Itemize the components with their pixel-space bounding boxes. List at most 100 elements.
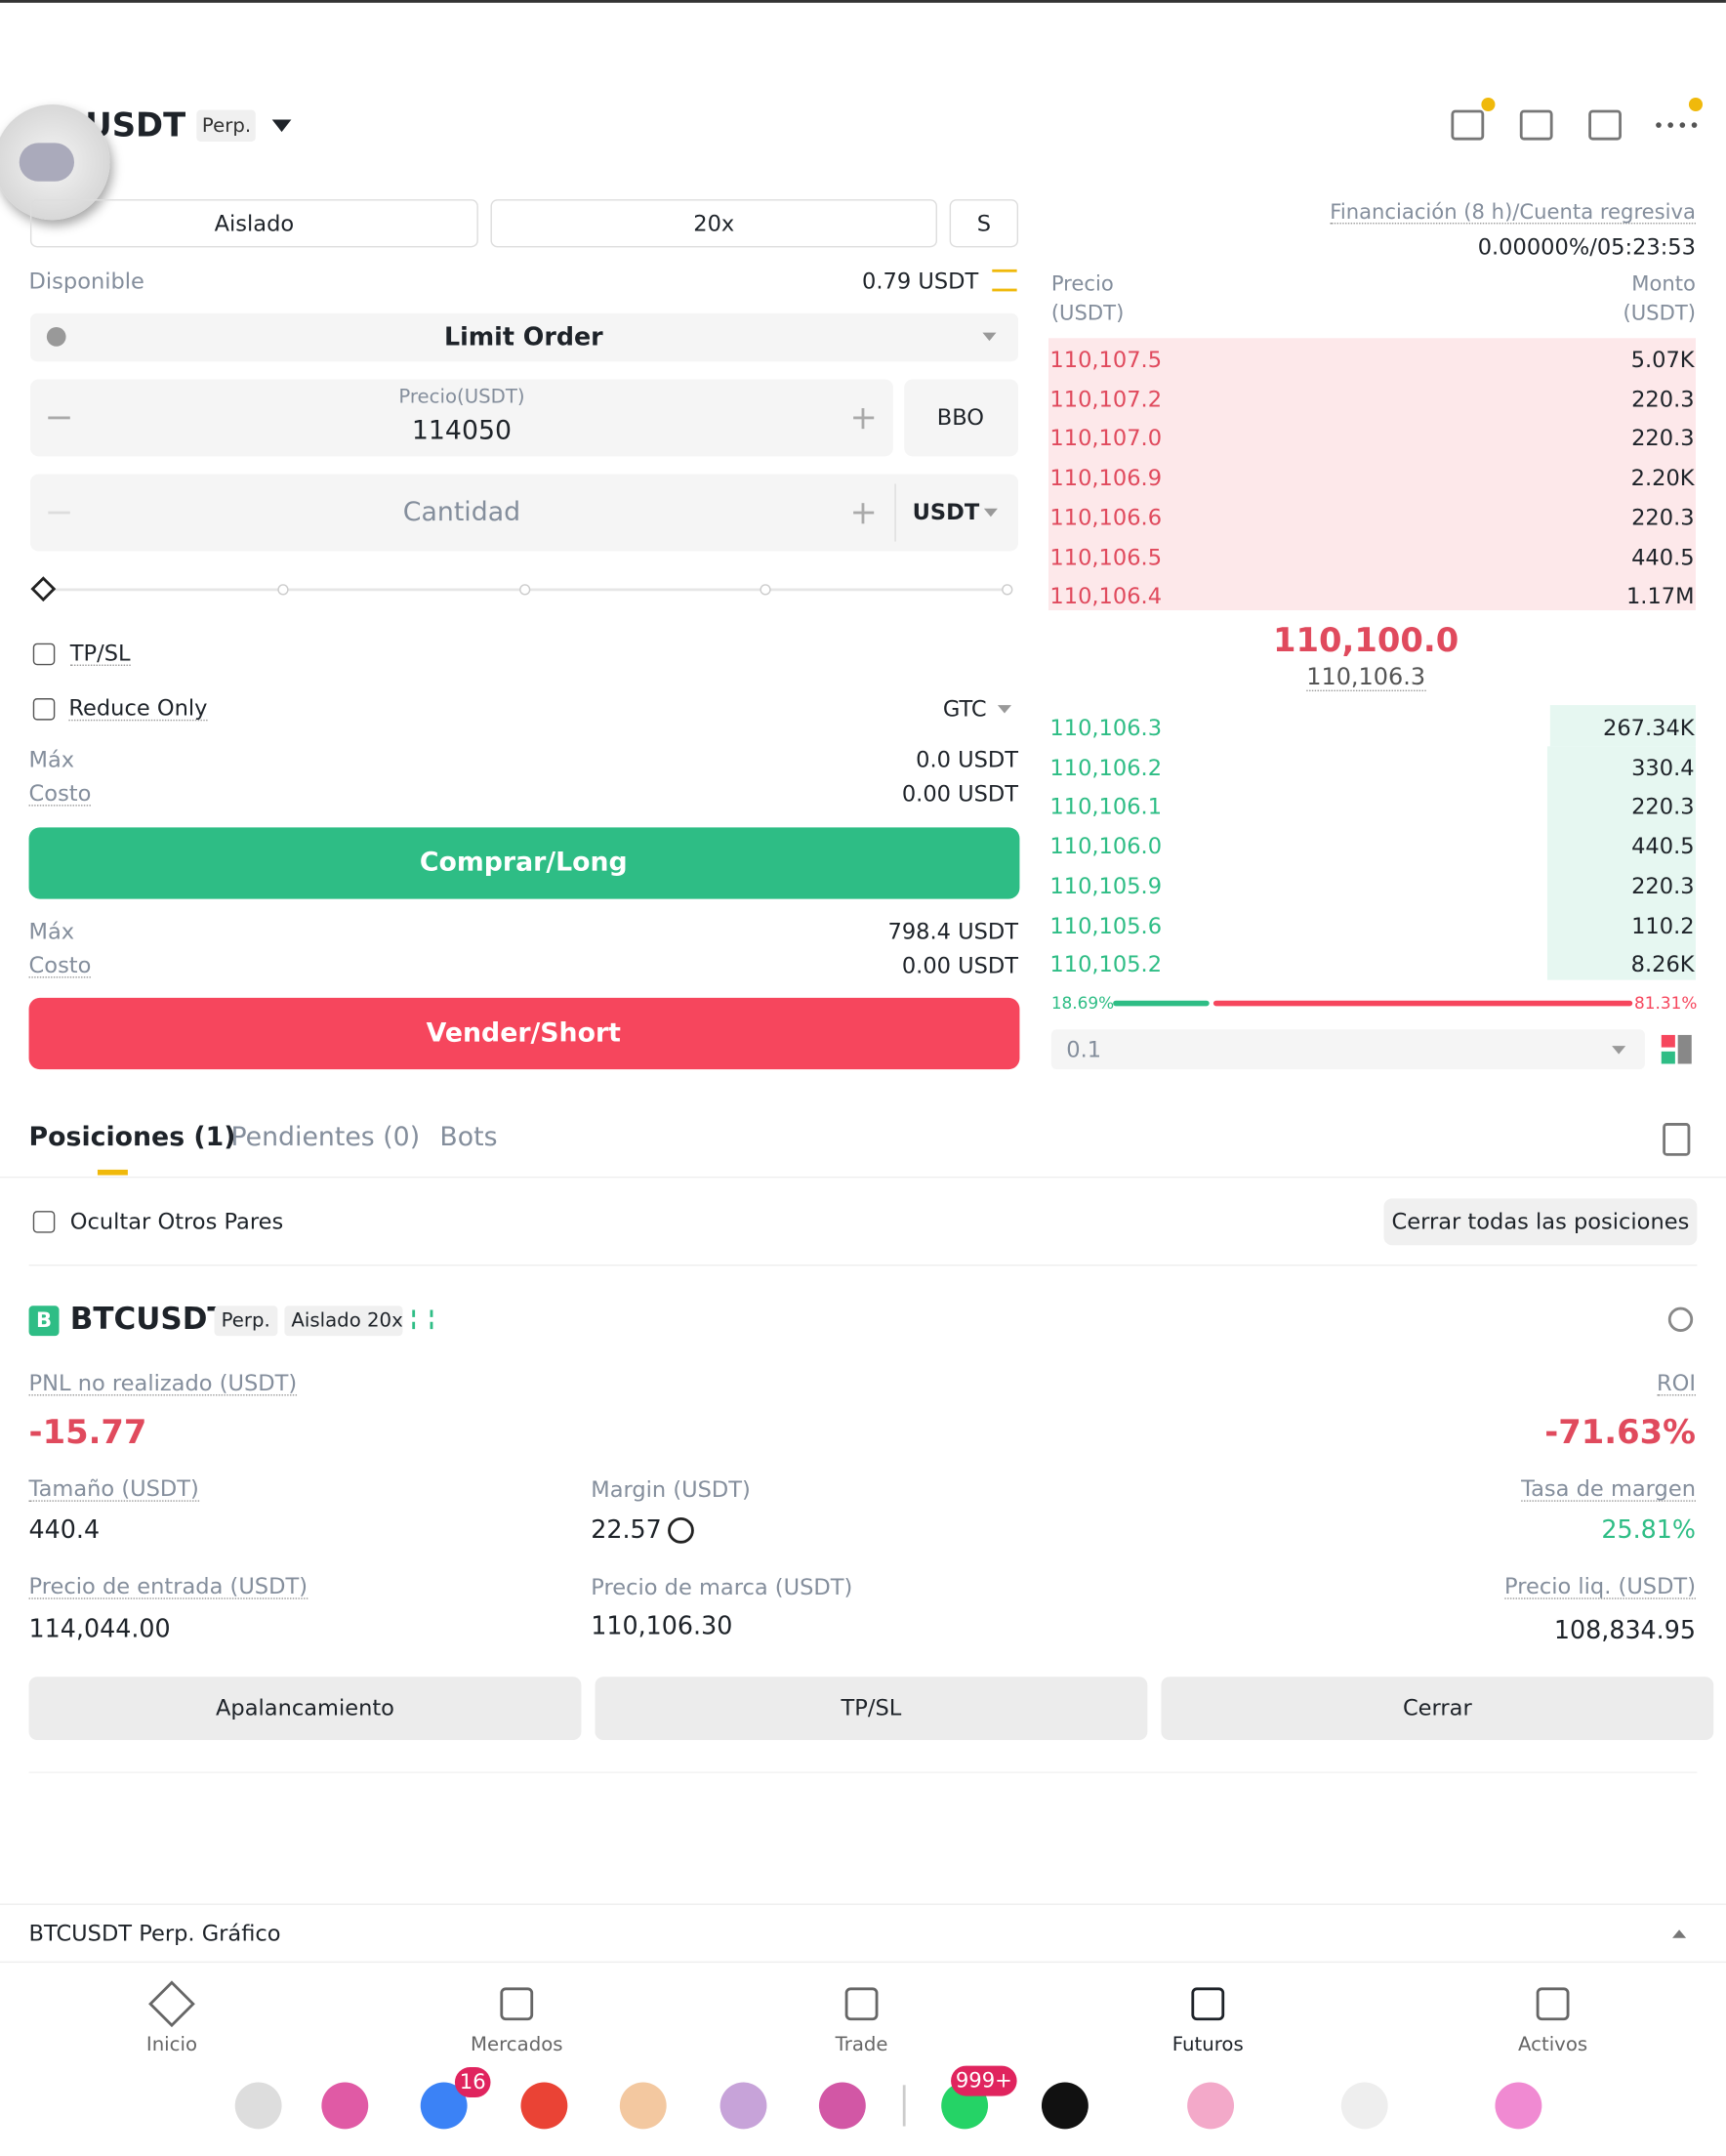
label: 440.4 [28,1515,101,1546]
app-icon[interactable] [1187,2082,1235,2130]
label: 108,834.95 [1553,1616,1696,1645]
label: (USDT) [1623,300,1696,325]
app-icon[interactable] [818,2082,866,2130]
add-margin-icon[interactable] [668,1516,694,1544]
close-all-button[interactable] [1383,1198,1698,1246]
position-button[interactable] [28,1677,582,1741]
tag-bg [284,1306,403,1337]
label: Precio de marca (USDT) [591,1573,853,1600]
label: BTCUSDT [69,1303,228,1338]
nav-label[interactable]: Trade [835,2034,888,2056]
label: 798.4 USDT [887,918,1019,945]
app-icon[interactable] [1495,2082,1542,2130]
position-button[interactable] [595,1677,1148,1741]
dropdown-arrow[interactable] [271,119,292,133]
checkbox[interactable] [32,643,56,666]
tag-bg [214,1306,278,1337]
ask-price: 110,106.9 [1049,464,1163,491]
label: USDT [912,498,980,525]
label[interactable]: TP/SL [841,1694,902,1721]
layout-icon[interactable] [1661,1034,1675,1048]
bbo-button[interactable] [904,379,1019,457]
header-icon[interactable] [1588,109,1622,141]
selector-button[interactable] [490,199,937,248]
checkbox[interactable] [32,1211,56,1233]
history-icon[interactable] [1663,1123,1691,1156]
app-icon[interactable] [520,2082,568,2130]
slider-step [519,584,531,596]
app-icon[interactable] [719,2082,767,2130]
label[interactable]: Apalancamiento [216,1694,394,1721]
label: 81.31% [1633,993,1698,1014]
nav-label[interactable]: Activos [1518,2034,1588,2056]
bid-price: 110,106.3 [1049,714,1163,741]
label: Monto [1631,271,1696,297]
badge-bg [951,2065,1017,2096]
label: 18.69% [1050,993,1115,1014]
bid-amount: 110.2 [1631,911,1695,938]
order-type-select[interactable] [29,312,1019,362]
more-icon[interactable] [1656,122,1698,128]
chat-icon [19,143,75,182]
header-icon[interactable] [1519,109,1553,141]
layout-icon [1661,1051,1675,1064]
slider-thumb[interactable] [30,576,57,602]
bid-price: 110,105.6 [1049,911,1163,938]
bid-amount: 220.3 [1631,793,1695,820]
label: Financiación (8 h)/Cuenta regresiva [1330,199,1696,225]
nav-label[interactable]: Inicio [145,2034,198,2056]
label: TP/SL [69,640,131,666]
label: 25.81% [1601,1515,1696,1546]
label: Cerrar todas las posiciones [1391,1208,1690,1235]
price-input[interactable] [29,379,893,457]
transfer-icon[interactable] [992,269,1017,292]
label: 114050 [411,415,513,446]
tag-bg [196,109,256,142]
app-icon[interactable] [619,2082,667,2130]
app-icon[interactable] [1041,2082,1089,2130]
selector-button[interactable] [949,199,1019,248]
minus [48,416,70,420]
layout-icon [1677,1034,1692,1064]
app-icon[interactable] [321,2082,369,2130]
plus [861,503,865,524]
label: Limit Order [443,322,603,352]
label: Precio de entrada (USDT) [28,1572,308,1599]
nav-icon[interactable] [148,1980,195,2028]
sell-button[interactable] [28,997,1020,1070]
label: -71.63% [1544,1413,1696,1452]
buy-button[interactable] [28,827,1020,899]
tab[interactable]: Bots [439,1122,498,1153]
label: 22.57 [591,1515,662,1546]
app-icon[interactable] [1340,2082,1388,2130]
app-icon[interactable] [234,2082,282,2130]
nav-icon[interactable] [1536,1987,1570,2021]
header-icon[interactable] [1451,109,1485,141]
chart-bar[interactable] [0,1903,1726,1964]
nav-icon[interactable] [844,1987,879,2021]
label: Cantidad [402,496,521,527]
nav-label[interactable]: Futuros [1171,2034,1244,2056]
tab[interactable]: Posiciones (1) [28,1122,236,1153]
selector-button[interactable] [29,199,478,248]
label: Precio [1050,271,1114,297]
label: (USDT) [1050,300,1125,325]
label: Vender/Short [426,1017,621,1049]
label: Precio(USDT) [398,386,525,409]
checkbox[interactable] [32,698,56,721]
dock-divider [902,2085,906,2127]
ask-price: 110,107.5 [1049,346,1163,373]
bid-depth [1549,705,1696,747]
nav-icon[interactable] [500,1987,534,2021]
label[interactable]: Cerrar [1402,1694,1472,1721]
dot [1688,97,1704,112]
precision-select[interactable] [1050,1029,1645,1070]
bid-amount: 330.4 [1631,754,1695,781]
nav-label[interactable]: Mercados [470,2034,563,2056]
share-icon[interactable] [1667,1306,1694,1332]
bid-price: 110,105.2 [1049,951,1163,978]
mark-price: 110,106.3 [1306,663,1426,692]
tab[interactable]: Pendientes (0) [230,1122,421,1153]
position-button[interactable] [1161,1677,1714,1741]
nav-icon[interactable] [1191,1987,1225,2021]
